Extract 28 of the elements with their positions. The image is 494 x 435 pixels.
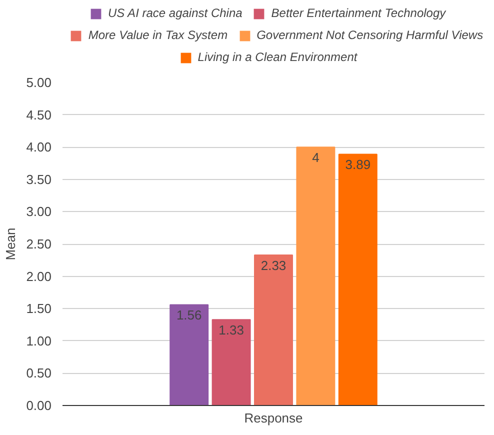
y-tick-label: 2.50 (26, 236, 52, 252)
data-label: 4 (312, 150, 320, 166)
bar (170, 304, 209, 406)
y-tick-label: 4.50 (26, 107, 52, 122)
y-tick-label: 2.00 (26, 268, 52, 284)
data-label: 1.56 (176, 308, 202, 323)
y-tick-label: 0.00 (26, 398, 52, 413)
bar (338, 154, 378, 406)
data-label: 3.89 (345, 157, 371, 172)
legend-label: Living in a Clean Environment (198, 50, 358, 64)
bar (296, 146, 336, 406)
bar (254, 254, 293, 406)
legend-label: Government Not Censoring Harmful Views (256, 28, 484, 42)
y-tick-label: 5.00 (26, 75, 52, 90)
data-label: 1.33 (218, 322, 244, 338)
y-tick-label: 3.50 (26, 172, 52, 187)
legend-label: US AI race against China (108, 6, 242, 20)
y-tick-label: 0.50 (26, 366, 52, 381)
bar (212, 319, 251, 406)
y-tick-label: 3.00 (26, 204, 52, 220)
x-axis-title: Response (244, 410, 303, 426)
y-tick-label: 1.50 (26, 301, 52, 316)
y-tick-label: 4.00 (26, 140, 52, 155)
y-axis-title: Mean (3, 228, 18, 260)
data-label: 2.33 (260, 258, 286, 273)
legend-label: More Value in Tax System (88, 28, 228, 42)
legend-label: Better Entertainment Technology (271, 6, 446, 20)
y-tick-label: 1.00 (26, 333, 52, 348)
